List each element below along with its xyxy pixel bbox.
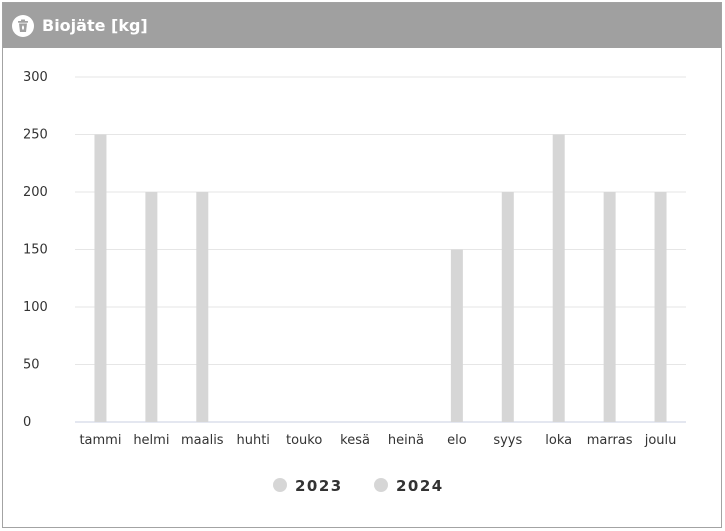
y-tick-label: 50	[23, 358, 40, 373]
x-tick-label: helmi	[133, 433, 169, 448]
bar-2023-syys[interactable]	[501, 192, 514, 422]
bar-2023-tammi[interactable]	[94, 134, 107, 423]
x-tick-label: marras	[587, 433, 633, 448]
compost-bin-icon	[12, 14, 34, 37]
y-tick-label: 300	[23, 70, 48, 85]
x-tick-label: loka	[545, 433, 572, 448]
legend-label: 2023	[295, 477, 343, 495]
legend-label: 2024	[396, 477, 444, 495]
chart-header: Biojäte [kg]	[3, 3, 721, 48]
bar-2023-marras[interactable]	[603, 192, 616, 422]
y-tick-label: 100	[23, 300, 48, 315]
chart-title: Biojäte [kg]	[42, 16, 148, 35]
bar-2023-helmi[interactable]	[145, 192, 158, 422]
legend-marker	[273, 478, 287, 492]
x-tick-label: kesä	[340, 433, 370, 448]
bar-2023-loka[interactable]	[552, 134, 565, 423]
y-tick-label: 150	[23, 243, 48, 258]
x-tick-label: elo	[447, 433, 467, 448]
y-tick-label: 200	[23, 185, 48, 200]
bar-2023-joulu[interactable]	[654, 192, 667, 422]
bar-chart: 0 50 100 150 200 250 300 tammi helmi maalis huhti…	[23, 70, 686, 495]
bar-2023-elo[interactable]	[450, 249, 463, 423]
x-tick-label: huhti	[236, 433, 269, 448]
legend-marker	[374, 478, 388, 492]
x-tick-label: tammi	[79, 433, 121, 448]
legend-item-2023[interactable]: 2023	[273, 477, 343, 495]
x-tick-label: syys	[493, 433, 522, 448]
x-tick-label: joulu	[644, 433, 677, 448]
y-tick-label: 0	[23, 415, 31, 430]
legend-item-2024[interactable]: 2024	[374, 477, 444, 495]
x-tick-label: touko	[286, 433, 322, 448]
y-tick-label: 250	[23, 128, 48, 143]
x-tick-label: maalis	[181, 433, 224, 448]
bar-2023-maalis[interactable]	[196, 192, 209, 422]
x-tick-label: heinä	[388, 433, 424, 448]
